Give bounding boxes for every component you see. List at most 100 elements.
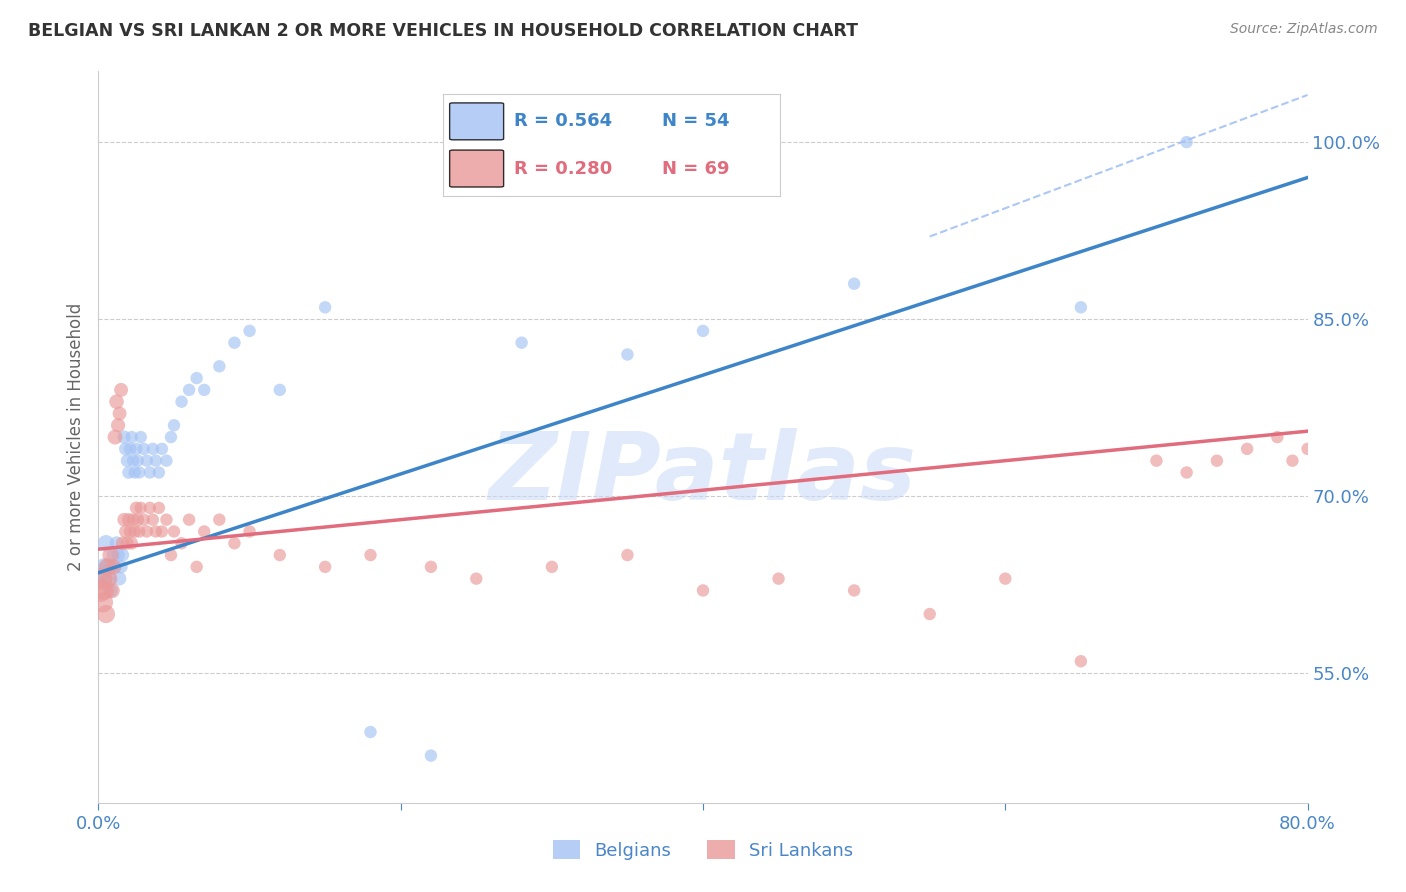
Point xyxy=(150,524,173,539)
Point xyxy=(94,607,117,621)
Point xyxy=(179,383,201,397)
Point xyxy=(103,559,125,574)
Point xyxy=(1312,453,1334,467)
Point xyxy=(139,500,162,515)
Point xyxy=(120,524,142,539)
Point xyxy=(208,359,231,374)
Point xyxy=(994,572,1017,586)
Point xyxy=(135,453,157,467)
Point xyxy=(239,524,262,539)
Point xyxy=(96,559,118,574)
Point xyxy=(148,500,170,515)
Point xyxy=(125,500,148,515)
Point xyxy=(111,548,134,562)
Point xyxy=(510,335,533,350)
Point xyxy=(918,607,941,621)
Point xyxy=(104,430,127,444)
Point xyxy=(122,513,145,527)
Point xyxy=(103,548,125,562)
Point xyxy=(127,513,149,527)
Point xyxy=(142,513,165,527)
Point xyxy=(145,524,167,539)
Point xyxy=(110,383,132,397)
Point xyxy=(208,513,231,527)
Point xyxy=(101,559,124,574)
Point xyxy=(1341,453,1364,467)
Point xyxy=(94,536,117,550)
Point xyxy=(124,524,146,539)
Point xyxy=(844,583,866,598)
Point xyxy=(98,572,121,586)
Point xyxy=(160,548,183,562)
Point xyxy=(107,548,129,562)
Point xyxy=(101,583,124,598)
Point xyxy=(111,536,134,550)
Point xyxy=(112,513,135,527)
Point xyxy=(360,725,382,739)
Point xyxy=(118,513,141,527)
Point xyxy=(125,442,148,456)
Point xyxy=(135,524,157,539)
Point xyxy=(1175,466,1198,480)
Point xyxy=(844,277,866,291)
Point xyxy=(540,559,562,574)
Point xyxy=(170,536,193,550)
Point xyxy=(128,524,150,539)
Point xyxy=(193,383,215,397)
Point xyxy=(93,559,115,574)
Point xyxy=(186,371,208,385)
Point xyxy=(124,466,146,480)
Point xyxy=(122,453,145,467)
Point xyxy=(224,335,246,350)
Point xyxy=(93,583,115,598)
Point xyxy=(98,572,121,586)
Point xyxy=(132,442,155,456)
Point xyxy=(465,572,488,586)
Point xyxy=(118,466,141,480)
Point xyxy=(1267,430,1289,444)
Point xyxy=(132,513,155,527)
Point xyxy=(114,442,136,456)
Point xyxy=(142,442,165,456)
Point xyxy=(155,513,177,527)
Point xyxy=(768,572,790,586)
Point xyxy=(1236,442,1258,456)
Point xyxy=(121,430,143,444)
Point xyxy=(163,418,186,433)
Point xyxy=(91,595,114,609)
Point xyxy=(360,548,382,562)
Point xyxy=(314,301,336,315)
Point xyxy=(692,324,714,338)
Point xyxy=(1357,430,1379,444)
Point xyxy=(1206,453,1229,467)
Point xyxy=(129,500,152,515)
Point xyxy=(104,559,127,574)
Text: Source: ZipAtlas.com: Source: ZipAtlas.com xyxy=(1230,22,1378,37)
Text: N = 54: N = 54 xyxy=(662,112,730,130)
Point xyxy=(90,572,112,586)
Point xyxy=(314,559,336,574)
Point xyxy=(100,548,122,562)
Point xyxy=(1281,453,1303,467)
Point xyxy=(96,559,118,574)
Point xyxy=(115,453,138,467)
Point xyxy=(91,572,114,586)
Point xyxy=(1070,301,1092,315)
Point xyxy=(139,466,162,480)
Point xyxy=(145,453,167,467)
FancyBboxPatch shape xyxy=(450,150,503,187)
Point xyxy=(120,442,142,456)
Point xyxy=(128,466,150,480)
Text: ZIPatlas: ZIPatlas xyxy=(489,427,917,520)
Point xyxy=(107,418,129,433)
Point xyxy=(150,442,173,456)
Point xyxy=(114,524,136,539)
Point xyxy=(110,559,132,574)
Point xyxy=(115,536,138,550)
Point xyxy=(89,583,111,598)
Point xyxy=(179,513,201,527)
Point xyxy=(112,430,135,444)
Point xyxy=(616,548,638,562)
Text: R = 0.280: R = 0.280 xyxy=(513,160,612,178)
Point xyxy=(108,572,131,586)
